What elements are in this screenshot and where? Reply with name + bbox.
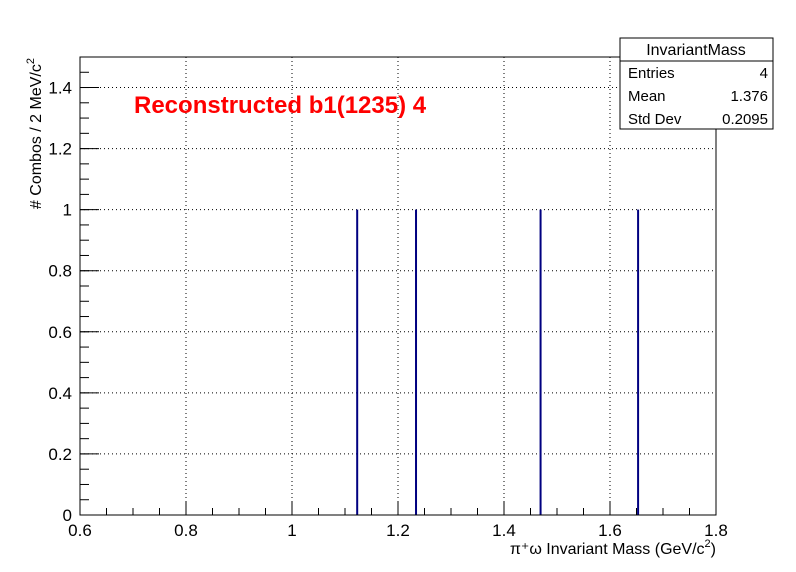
y-tick-label: 1.4: [48, 79, 72, 98]
y-axis-title-superscript: 2: [25, 58, 37, 64]
y-tick-label: 0.2: [48, 445, 72, 464]
stats-box-title: InvariantMass: [646, 42, 746, 59]
y-tick-label: 1: [63, 201, 72, 220]
x-tick-label: 1.4: [492, 521, 516, 540]
x-axis-title-prefix: π⁺ω Invariant Mass (GeV/c: [510, 541, 705, 558]
y-axis-title: # Combos / 2 MeV/c2: [25, 58, 45, 209]
histogram-bars: [356, 209, 640, 515]
chart-annotation: Reconstructed b1(1235) 4: [134, 92, 427, 119]
y-axis: 0 0.2 0.4 0.6 0.8 1 1.2 1.4: [48, 56, 99, 525]
stats-mean-label: Mean: [628, 88, 666, 105]
x-tick-label: 0.6: [68, 521, 92, 540]
y-tick-label: 0: [63, 506, 72, 525]
x-tick-label: 1: [287, 521, 296, 540]
x-axis-title-superscript: 2: [705, 538, 711, 550]
x-tick-label: 1.2: [386, 521, 410, 540]
stats-stddev-value: 0.2095: [722, 111, 768, 128]
x-tick-label: 1.8: [704, 521, 728, 540]
x-axis-title: π⁺ω Invariant Mass (GeV/c2): [510, 538, 716, 558]
x-axis: 0.6 0.8 1 1.2 1.4 1.6 1.8: [68, 501, 728, 540]
y-tick-label: 0.6: [48, 323, 72, 342]
y-axis-title-prefix: # Combos / 2 MeV/c: [28, 64, 45, 209]
stats-mean-value: 1.376: [730, 88, 768, 105]
y-tick-label: 0.4: [48, 384, 72, 403]
stats-entries-value: 4: [760, 65, 768, 82]
stats-box: InvariantMass Entries 4 Mean 1.376 Std D…: [619, 37, 774, 130]
stats-entries-label: Entries: [628, 65, 675, 82]
stats-box-frame: [619, 37, 774, 130]
y-tick-label: 0.8: [48, 262, 72, 281]
y-tick-label: 1.2: [48, 140, 72, 159]
x-tick-label: 1.6: [598, 521, 622, 540]
x-axis-title-suffix: ): [711, 541, 716, 558]
stats-stddev-label: Std Dev: [628, 111, 682, 128]
x-tick-label: 0.8: [174, 521, 198, 540]
grid-lines: [80, 57, 716, 515]
